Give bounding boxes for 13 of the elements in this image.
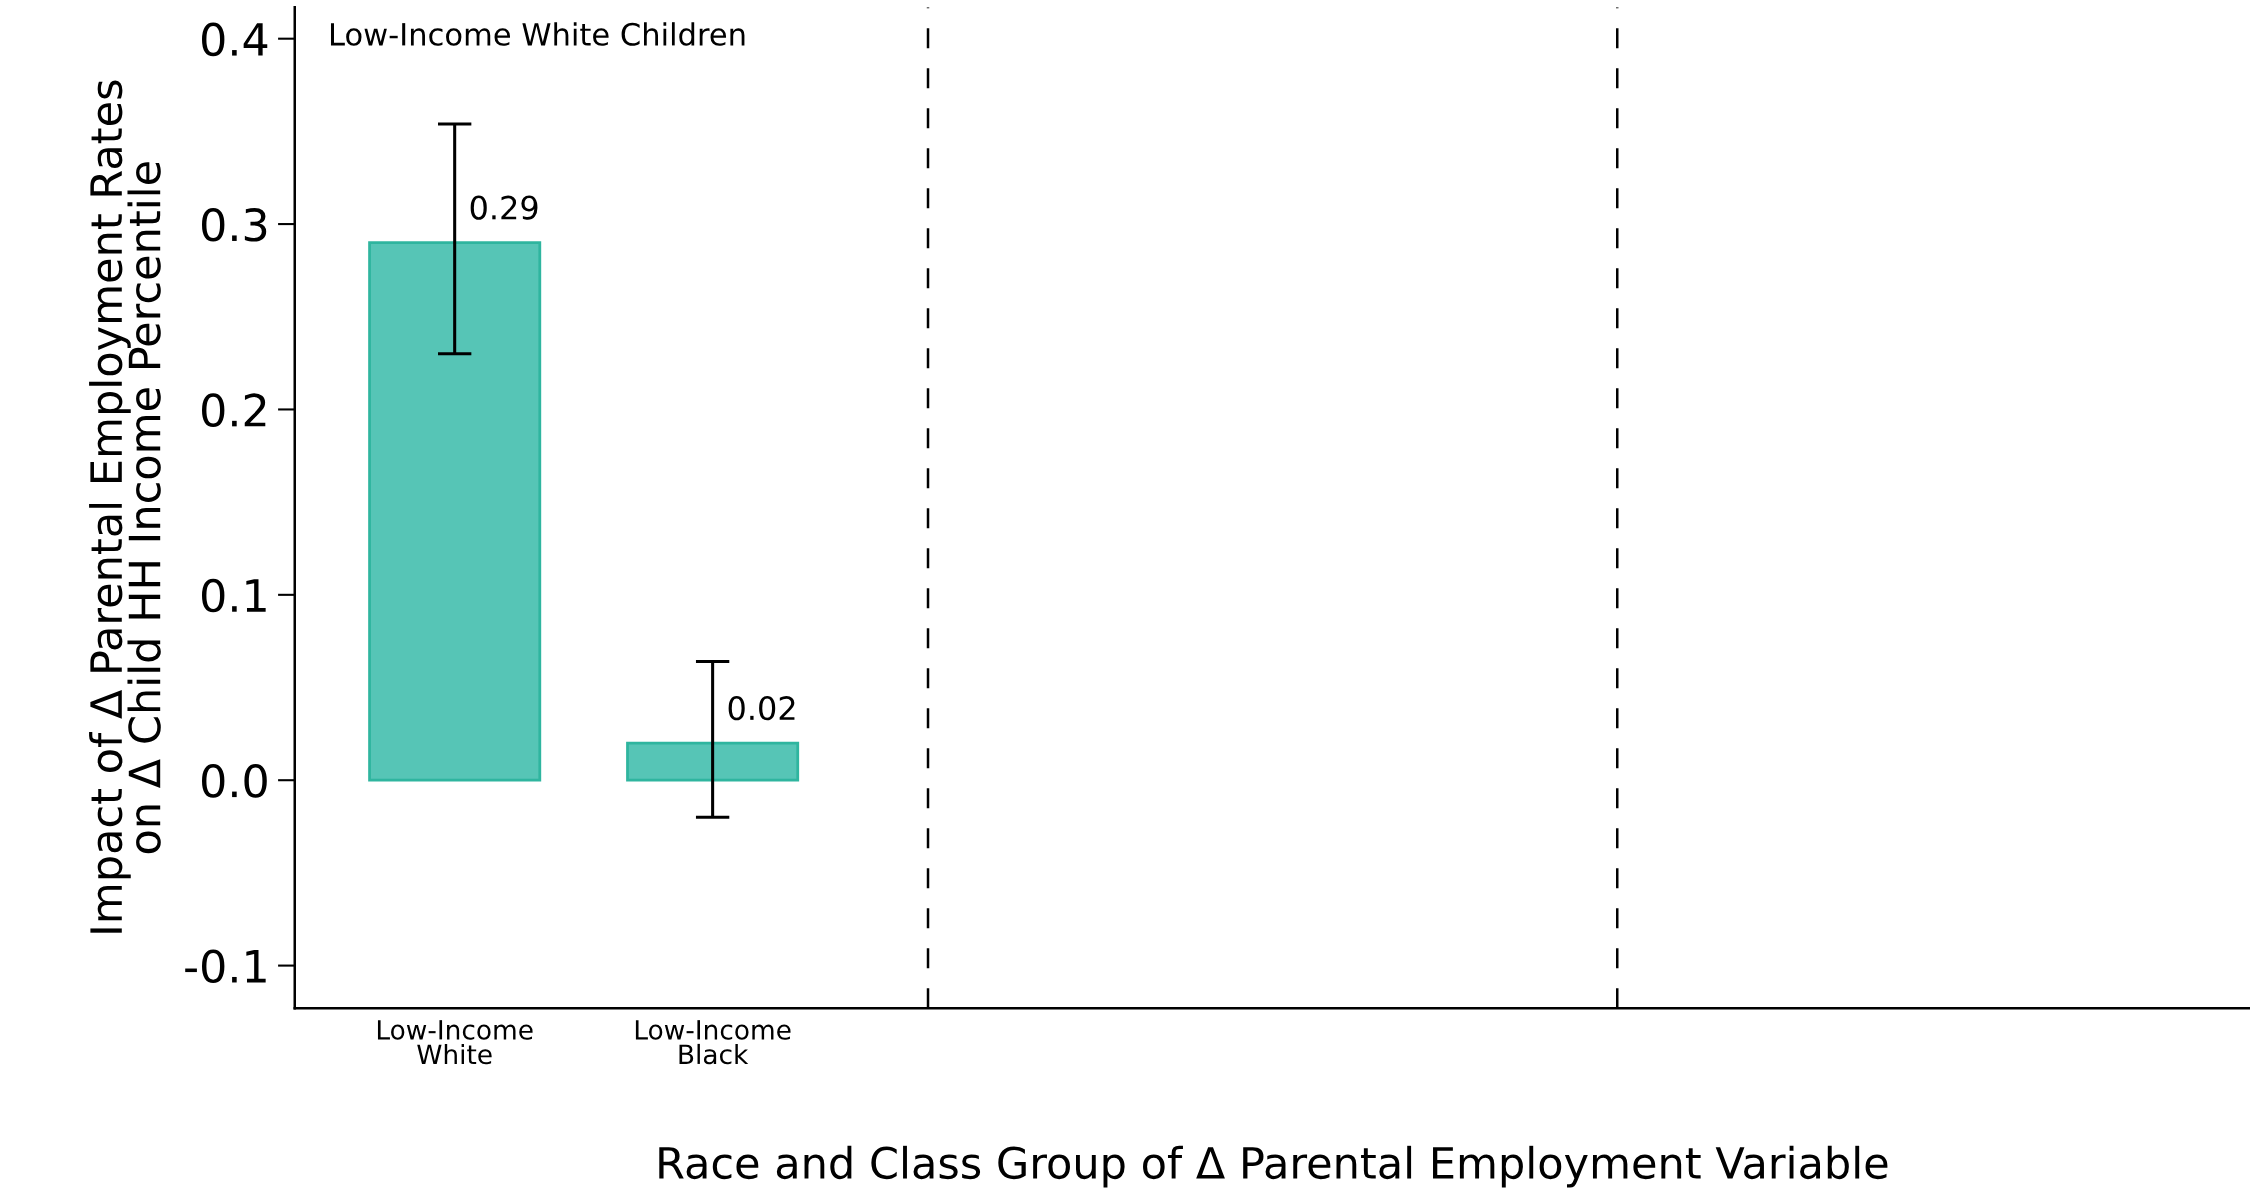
y-tick-label: 0.4 xyxy=(202,22,268,57)
y-tick-label: -0.1 xyxy=(185,949,266,984)
data-label: 0.02 xyxy=(728,696,795,721)
y-tick-label: 0.1 xyxy=(202,578,266,613)
x-axis-title: Race and Class Group of Δ Parental Employment Variable xyxy=(659,1145,1888,1188)
y-tick-label: 0.2 xyxy=(202,393,266,427)
y-axis-title: Impact of Δ Parental Employment Rates on Δ Child HH Income Percentile xyxy=(89,80,161,933)
y-tick-label: 0.3 xyxy=(202,207,267,242)
y-tick-label: 0.0 xyxy=(202,764,267,798)
annotation: Low-Income White Children xyxy=(330,22,745,46)
x-tick-label: Low-Income Black xyxy=(635,1020,791,1065)
x-tick-label: Low-Income White xyxy=(377,1020,533,1065)
data-label: 0.29 xyxy=(470,195,538,220)
